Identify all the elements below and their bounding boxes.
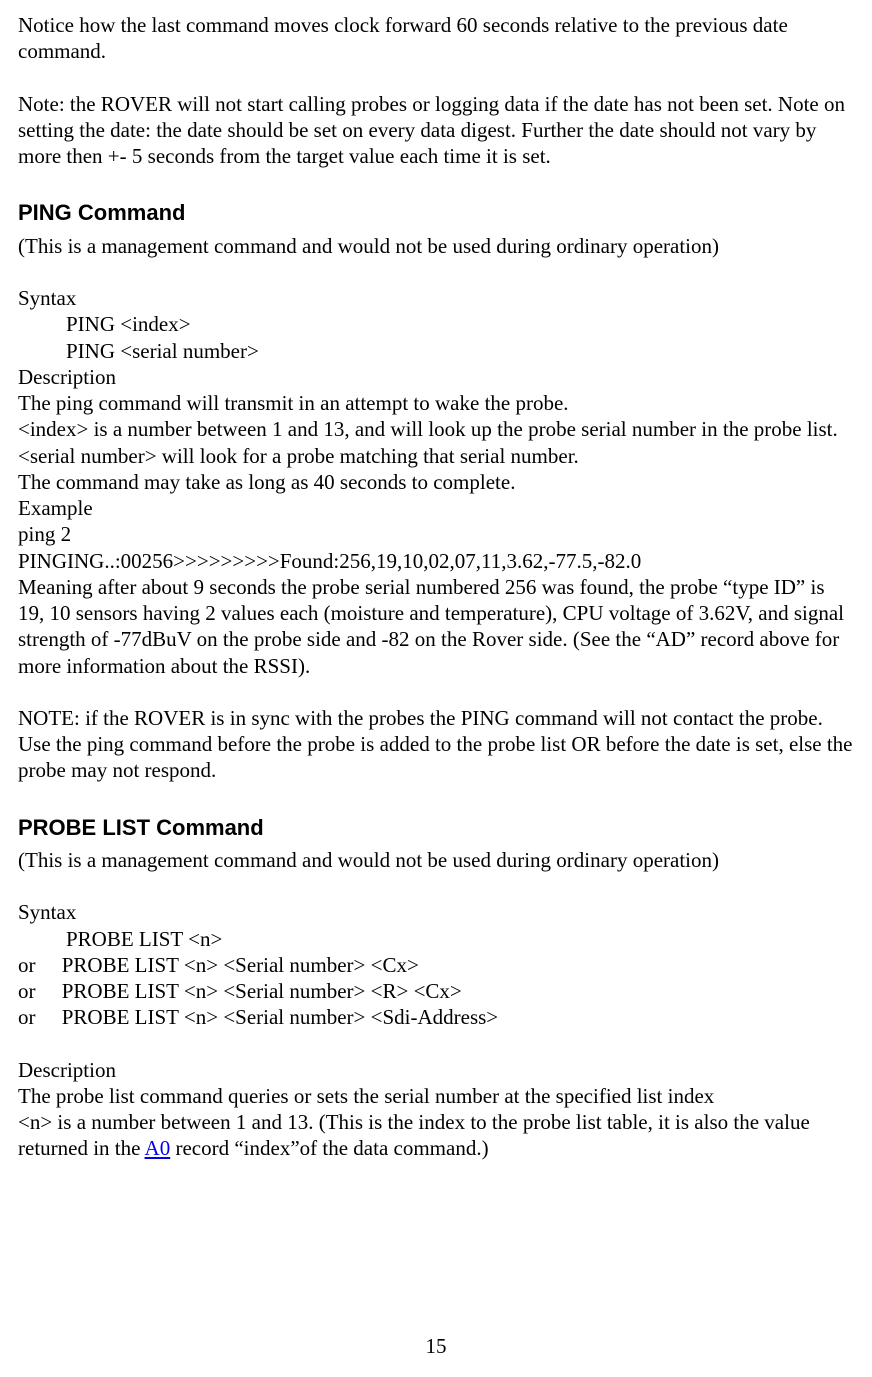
page-number: 15 bbox=[0, 1333, 872, 1359]
ping-syntax-line-1: PING <index> bbox=[18, 311, 854, 337]
ping-note: NOTE: if the ROVER is in sync with the p… bbox=[18, 705, 854, 784]
probe-list-desc-line-1: The probe list command queries or sets t… bbox=[18, 1083, 854, 1109]
ping-desc-line-4: The command may take as long as 40 secon… bbox=[18, 469, 854, 495]
ping-desc-line-3: <serial number> will look for a probe ma… bbox=[18, 443, 854, 469]
ping-desc-line-2: <index> is a number between 1 and 13, an… bbox=[18, 416, 854, 442]
probe-list-syntax-line-1: PROBE LIST <n> bbox=[18, 926, 854, 952]
ping-example-line-3: Meaning after about 9 seconds the probe … bbox=[18, 574, 854, 679]
probe-list-syntax-line-4: or PROBE LIST <n> <Serial number> <Sdi-A… bbox=[18, 1004, 854, 1030]
probe-list-desc-label: Description bbox=[18, 1057, 854, 1083]
a0-link[interactable]: A0 bbox=[145, 1136, 171, 1160]
intro-paragraph-2: Note: the ROVER will not start calling p… bbox=[18, 91, 854, 170]
probe-list-syntax-label: Syntax bbox=[18, 899, 854, 925]
ping-example-line-1: ping 2 bbox=[18, 521, 854, 547]
probe-list-syntax-block: Syntax PROBE LIST <n> or PROBE LIST <n> … bbox=[18, 899, 854, 1030]
probe-list-subhead: (This is a management command and would … bbox=[18, 847, 854, 873]
ping-command-heading: PING Command bbox=[18, 199, 854, 227]
probe-list-syntax-line-2: or PROBE LIST <n> <Serial number> <Cx> bbox=[18, 952, 854, 978]
ping-subhead: (This is a management command and would … bbox=[18, 233, 854, 259]
ping-syntax-block: Syntax PING <index> PING <serial number>… bbox=[18, 285, 854, 679]
intro-paragraph-1: Notice how the last command moves clock … bbox=[18, 12, 854, 65]
ping-syntax-line-2: PING <serial number> bbox=[18, 338, 854, 364]
probe-list-heading: PROBE LIST Command bbox=[18, 814, 854, 842]
probe-list-desc-line-2: <n> is a number between 1 and 13. (This … bbox=[18, 1109, 854, 1162]
probe-list-syntax-line-3: or PROBE LIST <n> <Serial number> <R> <C… bbox=[18, 978, 854, 1004]
ping-desc-label: Description bbox=[18, 364, 854, 390]
probe-list-desc-block: Description The probe list command queri… bbox=[18, 1057, 854, 1162]
probe-list-desc-2b: record “index”of the data command.) bbox=[170, 1136, 488, 1160]
ping-syntax-label: Syntax bbox=[18, 285, 854, 311]
ping-desc-line-1: The ping command will transmit in an att… bbox=[18, 390, 854, 416]
ping-example-label: Example bbox=[18, 495, 854, 521]
ping-example-line-2: PINGING..:00256>>>>>>>>>Found:256,19,10,… bbox=[18, 548, 854, 574]
